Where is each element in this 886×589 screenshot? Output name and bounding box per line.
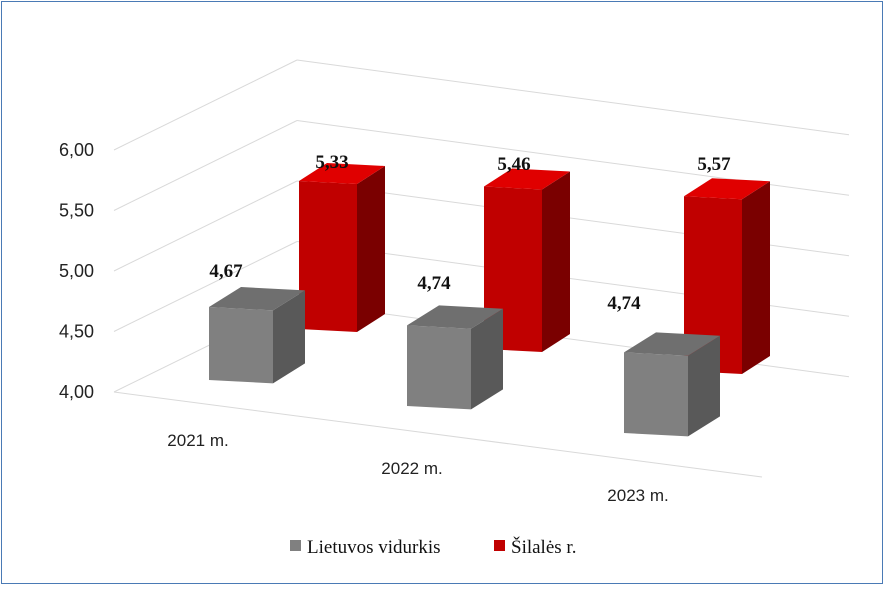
bar-silales-0-top bbox=[299, 162, 385, 184]
bar-lietuvos-1 bbox=[407, 305, 503, 410]
gridline-side bbox=[113, 120, 298, 211]
data-label-lietuvos: 4,67 bbox=[209, 261, 243, 282]
bar-lietuvos-0 bbox=[209, 287, 305, 384]
bar-silales-2-side bbox=[742, 181, 770, 375]
gridline-side bbox=[113, 59, 298, 151]
y-tick-label: 5,50 bbox=[59, 201, 94, 221]
bar-lietuvos-2 bbox=[624, 332, 720, 437]
bar-lietuvos-0-front bbox=[209, 307, 273, 384]
bar-silales-2-front bbox=[684, 196, 742, 375]
data-label-silales: 5,33 bbox=[315, 152, 348, 173]
legend-swatch-silales bbox=[494, 540, 505, 551]
bar-lietuvos-1-side bbox=[471, 308, 503, 410]
x-tick-label: 2023 m. bbox=[607, 486, 668, 505]
y-axis-ticks: 4,00 4,50 5,00 5,50 6,00 bbox=[59, 140, 94, 402]
data-label-lietuvos: 4,74 bbox=[607, 293, 641, 314]
bar-silales-0 bbox=[299, 162, 385, 333]
bar-lietuvos-2-side bbox=[688, 335, 720, 437]
gridline-side bbox=[113, 180, 298, 272]
bar-lietuvos-0-top bbox=[209, 287, 305, 311]
bar-silales-1-side bbox=[542, 171, 570, 353]
x-tick-label: 2021 m. bbox=[167, 431, 228, 450]
data-label-lietuvos: 4,74 bbox=[417, 273, 451, 294]
y-tick-label: 6,00 bbox=[59, 140, 94, 160]
bar-lietuvos-0-side bbox=[273, 290, 305, 384]
legend-label-silales: Šilalės r. bbox=[511, 536, 576, 558]
gridlines bbox=[113, 59, 850, 478]
bar-lietuvos-1-top bbox=[407, 305, 503, 329]
x-tick-label: 2022 m. bbox=[381, 459, 442, 478]
data-labels: 5,33 5,46 5,57 4,67 4,74 4,74 bbox=[209, 152, 731, 314]
floor-edge bbox=[113, 391, 763, 478]
data-label-silales: 5,46 bbox=[497, 154, 530, 175]
bar-lietuvos-2-top bbox=[624, 332, 720, 356]
bar-lietuvos-2-front bbox=[624, 352, 688, 437]
legend-swatch-lietuvos bbox=[290, 540, 301, 551]
bar-silales-2 bbox=[684, 178, 770, 375]
bar-silales-0-side bbox=[357, 165, 385, 333]
legend: Lietuvos vidurkis Šilalės r. bbox=[290, 536, 576, 558]
legend-label-lietuvos: Lietuvos vidurkis bbox=[307, 537, 441, 558]
data-label-silales: 5,57 bbox=[697, 154, 731, 175]
y-tick-label: 5,00 bbox=[59, 261, 94, 281]
gridline-side bbox=[113, 241, 298, 332]
bars bbox=[209, 162, 770, 437]
bar-lietuvos-1-front bbox=[407, 325, 471, 410]
y-tick-label: 4,00 bbox=[59, 382, 94, 402]
gridline-back bbox=[296, 59, 850, 136]
bar-silales-1-top bbox=[484, 168, 570, 190]
y-tick-label: 4,50 bbox=[59, 322, 94, 342]
bar-silales-0-front bbox=[299, 180, 357, 333]
bar-silales-2-top bbox=[684, 178, 770, 200]
x-axis-categories: 2021 m. 2022 m. 2023 m. bbox=[167, 431, 668, 505]
